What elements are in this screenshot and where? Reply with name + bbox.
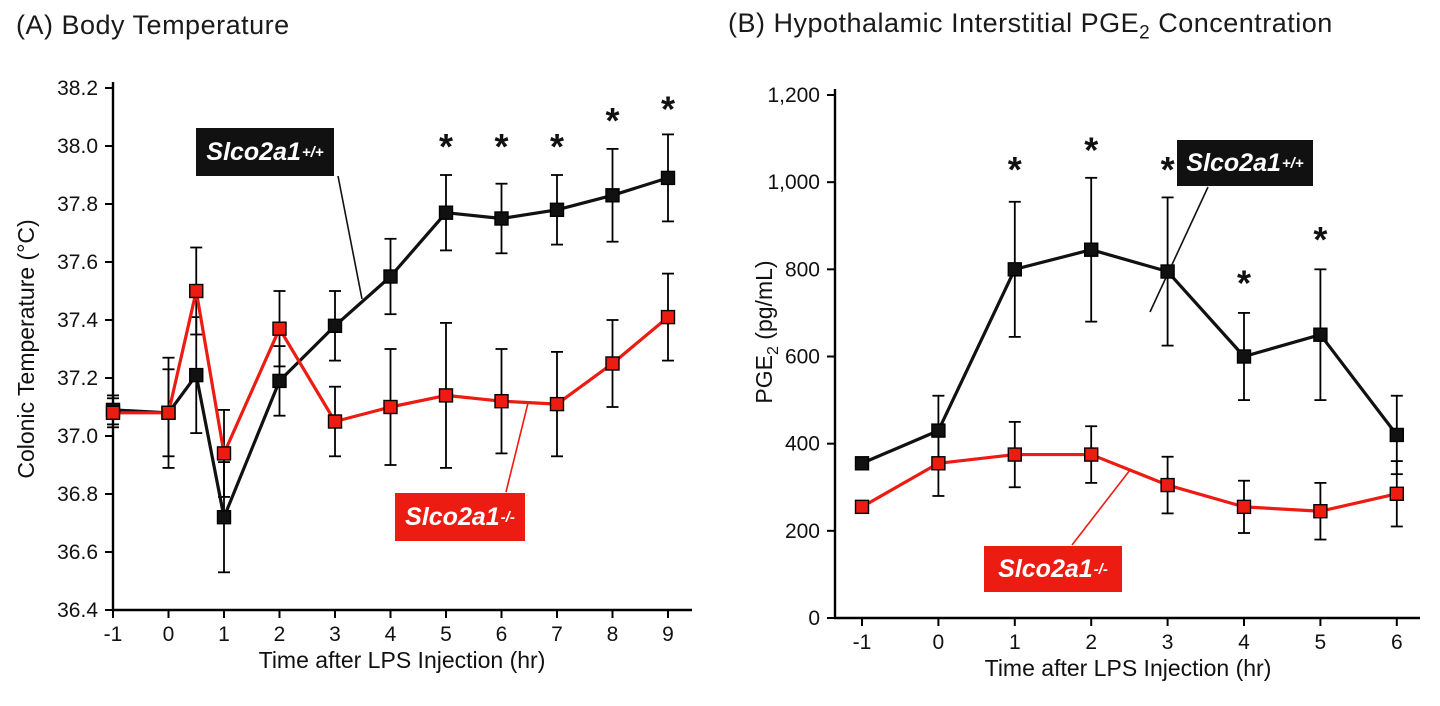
svg-text:4: 4 <box>1238 631 1250 654</box>
svg-text:37.2: 37.2 <box>57 367 98 390</box>
svg-text:-1: -1 <box>104 623 123 646</box>
svg-text:0: 0 <box>933 631 945 654</box>
chart-b-title-suffix: Concentration <box>1150 8 1333 38</box>
svg-text:1,200: 1,200 <box>767 84 820 107</box>
legend-label: Slco2a1 <box>998 554 1093 583</box>
legend-label: Slco2a1 <box>206 137 301 166</box>
svg-text:*: * <box>1237 262 1251 303</box>
svg-text:36.4: 36.4 <box>57 599 98 622</box>
svg-text:37.0: 37.0 <box>57 425 98 448</box>
svg-text:2: 2 <box>1085 631 1097 654</box>
svg-text:PGE2 (pg/mL): PGE2 (pg/mL) <box>751 260 782 403</box>
svg-text:5: 5 <box>1315 631 1327 654</box>
svg-text:9: 9 <box>662 623 674 646</box>
svg-text:200: 200 <box>785 520 820 543</box>
svg-text:1,000: 1,000 <box>767 171 820 194</box>
chart-b-title-sub: 2 <box>1139 22 1151 44</box>
legend-slco2a1-knockout-a: Slco2a1 -/- <box>395 493 525 541</box>
svg-text:0: 0 <box>163 623 175 646</box>
legend-label-sup: -/- <box>1093 560 1108 578</box>
svg-text:0: 0 <box>808 607 820 630</box>
svg-text:4: 4 <box>385 623 397 646</box>
svg-text:37.6: 37.6 <box>57 251 98 274</box>
svg-text:Time after LPS Injection (hr): Time after LPS Injection (hr) <box>985 655 1272 681</box>
svg-text:800: 800 <box>785 258 820 281</box>
svg-text:36.8: 36.8 <box>57 483 98 506</box>
chart-a-title: (A) Body Temperature <box>16 10 290 46</box>
svg-text:*: * <box>494 126 508 167</box>
svg-text:*: * <box>1161 149 1175 190</box>
svg-text:6: 6 <box>1391 631 1403 654</box>
svg-text:*: * <box>1008 149 1022 190</box>
chart-b-title: (B) Hypothalamic Interstitial PGE2 Conce… <box>728 8 1333 44</box>
chart-a-title-text: (A) Body Temperature <box>16 10 290 40</box>
svg-text:5: 5 <box>440 623 452 646</box>
svg-text:-1: -1 <box>853 631 872 654</box>
svg-text:36.6: 36.6 <box>57 541 98 564</box>
legend-slco2a1-wildtype-b: Slco2a1 +/+ <box>1177 140 1313 186</box>
svg-text:6: 6 <box>496 623 508 646</box>
svg-text:*: * <box>605 100 619 141</box>
svg-text:400: 400 <box>785 433 820 456</box>
legend-label-sup: -/- <box>500 508 515 526</box>
svg-text:8: 8 <box>607 623 619 646</box>
svg-text:600: 600 <box>785 346 820 369</box>
svg-text:*: * <box>550 126 564 167</box>
legend-label-sup: +/+ <box>301 143 324 161</box>
svg-text:1: 1 <box>218 623 230 646</box>
legend-slco2a1-wildtype-a: Slco2a1 +/+ <box>196 128 334 176</box>
svg-text:*: * <box>1313 219 1327 260</box>
svg-text:*: * <box>1084 129 1098 170</box>
svg-text:3: 3 <box>329 623 341 646</box>
legend-label: Slco2a1 <box>405 502 500 531</box>
svg-text:37.8: 37.8 <box>57 193 98 216</box>
svg-text:2: 2 <box>274 623 286 646</box>
legend-slco2a1-knockout-b: Slco2a1 -/- <box>984 546 1122 592</box>
svg-text:1: 1 <box>1009 631 1021 654</box>
svg-text:7: 7 <box>551 623 563 646</box>
chart-b-title-text: (B) Hypothalamic Interstitial PGE <box>728 8 1140 38</box>
svg-text:*: * <box>439 126 453 167</box>
legend-label-sup: +/+ <box>1281 154 1304 172</box>
svg-text:Time after LPS Injection (hr): Time after LPS Injection (hr) <box>259 647 546 673</box>
svg-text:*: * <box>661 88 675 129</box>
svg-text:37.4: 37.4 <box>57 309 98 332</box>
svg-text:Colonic Temperature (°C): Colonic Temperature (°C) <box>13 219 39 478</box>
legend-label: Slco2a1 <box>1186 148 1281 177</box>
svg-text:3: 3 <box>1162 631 1174 654</box>
svg-text:38.2: 38.2 <box>57 77 98 100</box>
svg-text:38.0: 38.0 <box>57 135 98 158</box>
